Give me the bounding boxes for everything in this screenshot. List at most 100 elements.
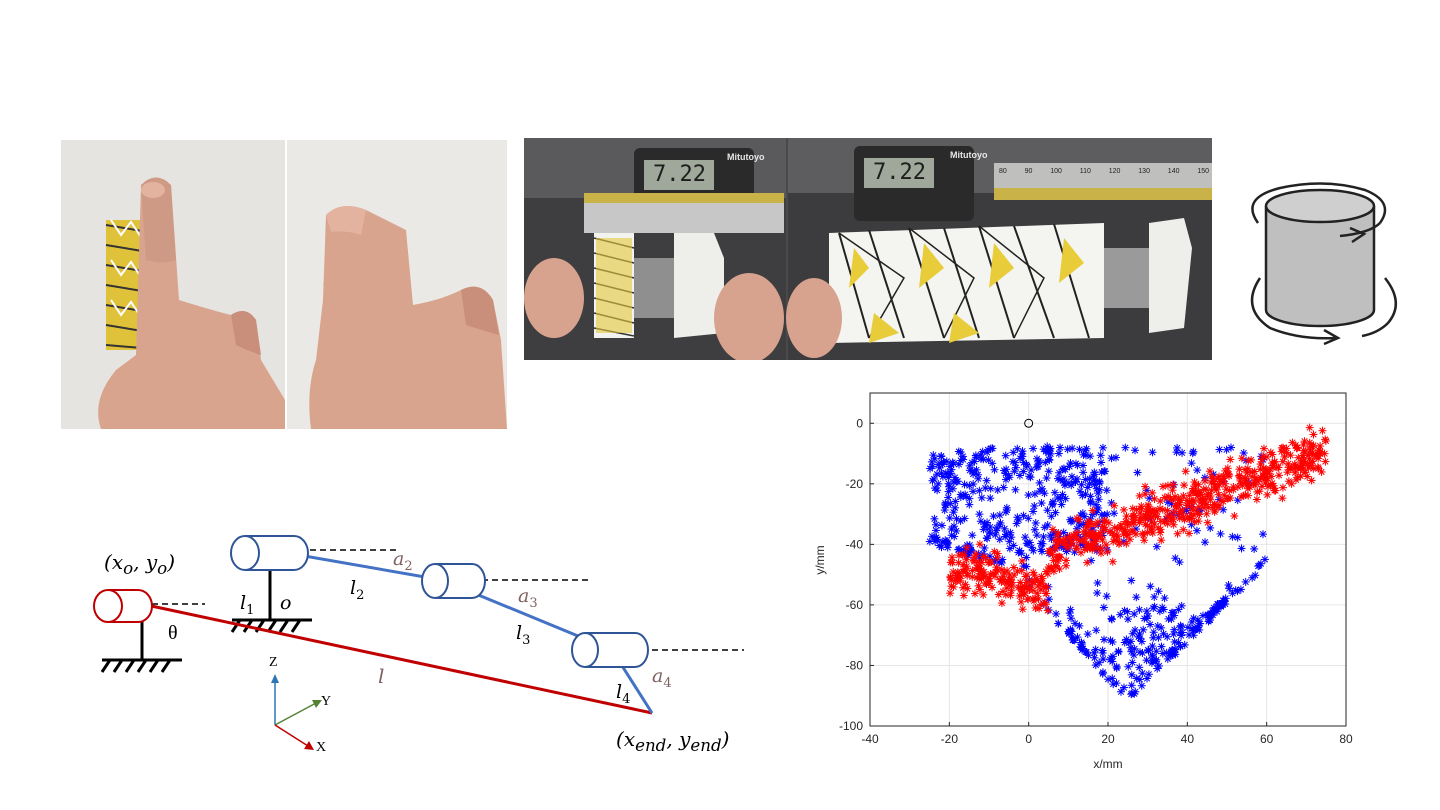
scatter-point <box>1259 444 1268 453</box>
scatter-point <box>1147 517 1156 526</box>
scatter-point <box>1072 459 1081 468</box>
scatter-point <box>1048 525 1057 534</box>
axis-x-label: X <box>316 740 327 755</box>
scatter-point <box>1193 508 1202 517</box>
scatter-point <box>969 487 978 496</box>
scatter-point <box>1037 499 1046 508</box>
scatter-point <box>1109 537 1118 546</box>
scatter-point <box>948 458 957 467</box>
scatter-point <box>1201 538 1210 547</box>
scatter-point <box>1154 587 1163 596</box>
scatter-point <box>1219 596 1228 605</box>
scatter-point <box>1150 593 1159 602</box>
scatter-point <box>1092 626 1101 635</box>
scatter-point <box>944 487 953 496</box>
scatter-point <box>1278 483 1287 492</box>
workspace-scatter-chart: -40 -20 0 20 40 60 80 0 -20 -40 -60 -80 -100 x/mm y/… <box>813 392 1353 771</box>
scatter-point <box>956 516 965 525</box>
scatter-point <box>1081 475 1090 484</box>
scatter-point <box>1030 571 1039 580</box>
scatter-point <box>1171 554 1180 563</box>
y-tick-label: -40 <box>846 537 864 551</box>
scatter-point <box>948 553 957 562</box>
scatter-point <box>1000 524 1009 533</box>
scatter-point <box>1024 595 1033 604</box>
end-label: (xend, yend) <box>616 727 730 755</box>
scatter-point <box>1088 506 1097 515</box>
scatter-point <box>1233 533 1242 542</box>
scatter-point <box>1103 547 1112 556</box>
scatter-point <box>1259 530 1268 539</box>
scatter-point <box>984 456 993 465</box>
scatter-point <box>1042 474 1051 483</box>
scatter-point <box>1073 633 1082 642</box>
scatter-point <box>1144 501 1153 510</box>
scatter-point <box>1091 500 1100 509</box>
scatter-point <box>1066 517 1075 526</box>
axis-z-label: Z <box>269 655 278 670</box>
scatter-point <box>1141 514 1150 523</box>
scatter-point <box>1173 529 1182 538</box>
scatter-point <box>962 543 971 552</box>
scatter-point <box>931 520 940 529</box>
scatter-point <box>1063 445 1072 454</box>
scatter-point <box>1081 446 1090 455</box>
scatter-point <box>968 572 977 581</box>
scatter-point <box>1255 561 1264 570</box>
scatter-point <box>1252 475 1261 484</box>
scatter-point <box>994 590 1003 599</box>
scatter-point <box>1244 456 1253 465</box>
scatter-point <box>1119 683 1128 692</box>
scatter-point <box>1321 436 1330 445</box>
scatter-point <box>1203 518 1212 527</box>
scatter-point <box>1301 468 1310 477</box>
scatter-point <box>1278 494 1287 503</box>
scatter-point <box>1216 496 1225 505</box>
scatter-point <box>1175 498 1184 507</box>
scatter-point <box>1079 527 1088 536</box>
l2-label: l2 <box>350 577 365 603</box>
scatter-point <box>1058 490 1067 499</box>
scatter-point <box>965 500 974 509</box>
scatter-point <box>1146 582 1155 591</box>
scatter-point <box>1002 465 1011 474</box>
scatter-point <box>1200 476 1209 485</box>
scatter-point <box>1190 626 1199 635</box>
scatter-point <box>1155 504 1164 513</box>
scatter-point <box>1260 555 1269 564</box>
caliper-photo-pair: Mitutoyo 7.22 Mitutoyo 7.22 80 90 100 11… <box>524 138 1212 360</box>
theta-label: θ <box>168 622 178 644</box>
caliper-photo-illustration <box>524 138 1212 360</box>
scatter-point <box>1237 454 1246 463</box>
scatter-point <box>1106 636 1115 645</box>
scatter-point <box>1192 526 1201 535</box>
scatter-point <box>1114 647 1123 656</box>
scatter-point <box>986 570 995 579</box>
scatter-point <box>1263 490 1272 499</box>
scatter-point <box>1089 476 1098 485</box>
scatter-point <box>970 589 979 598</box>
scatter-point <box>1156 528 1165 537</box>
scatter-point <box>1029 444 1038 453</box>
scatter-point <box>1045 546 1054 555</box>
scatter-point <box>1284 463 1293 472</box>
scatter-point <box>1133 468 1142 477</box>
scatter-point <box>1273 463 1282 472</box>
scatter-point <box>1037 545 1046 554</box>
scatter-point <box>1230 511 1239 520</box>
scatter-point <box>1092 484 1101 493</box>
scatter-point <box>960 551 969 560</box>
scatter-point <box>1185 529 1194 538</box>
scatter-point <box>1299 440 1308 449</box>
scatter-point <box>1305 423 1314 432</box>
scatter-point <box>933 535 942 544</box>
scatter-point <box>1228 532 1237 541</box>
l-label: l <box>378 664 385 688</box>
scatter-point <box>1169 630 1178 639</box>
scatter-point <box>938 460 947 469</box>
scatter-point <box>1306 458 1315 467</box>
scatter-point <box>1079 468 1088 477</box>
scatter-point <box>1189 447 1198 456</box>
l1-label: l1 <box>240 592 255 618</box>
scatter-point <box>1262 465 1271 474</box>
